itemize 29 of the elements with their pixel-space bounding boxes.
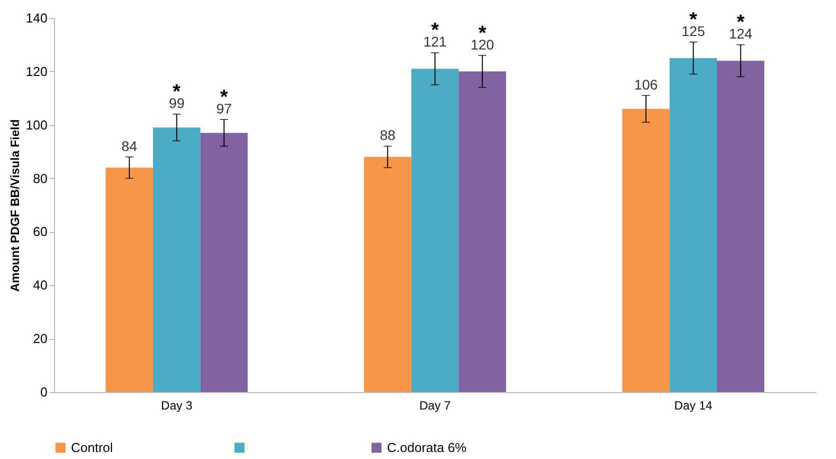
bar <box>153 128 200 392</box>
y-tick-label: 80 <box>33 170 48 186</box>
x-tick-label: Day 14 <box>674 398 713 412</box>
data-label: 124 <box>728 26 753 42</box>
legend-label: C.odorata 6% <box>387 440 467 455</box>
y-tick-label: 120 <box>26 64 48 79</box>
bar <box>200 132 248 392</box>
x-tick-label: Day 3 <box>161 398 193 412</box>
data-label: 88 <box>380 127 396 144</box>
y-tick-label: 140 <box>26 10 48 26</box>
bar <box>716 60 764 392</box>
bar <box>622 108 670 392</box>
bar <box>411 68 459 392</box>
data-label: 106 <box>634 76 658 92</box>
legend-label: Control <box>71 440 114 455</box>
data-label: 125 <box>682 23 706 40</box>
bar <box>364 156 412 392</box>
y-tick-label: 40 <box>33 278 48 293</box>
bar <box>670 58 717 392</box>
y-tick-label: 20 <box>33 331 48 346</box>
bar <box>458 71 506 392</box>
y-tick-label: 100 <box>26 117 48 132</box>
x-tick-label: Day 7 <box>419 398 451 412</box>
data-label: 121 <box>423 34 447 50</box>
bar <box>106 168 154 392</box>
y-tick-label: 0 <box>40 384 48 400</box>
y-tick-label: 60 <box>33 224 48 240</box>
y-axis-title: Amount PDGF BB/Visula Field <box>8 119 22 292</box>
data-label: 84 <box>122 138 138 154</box>
